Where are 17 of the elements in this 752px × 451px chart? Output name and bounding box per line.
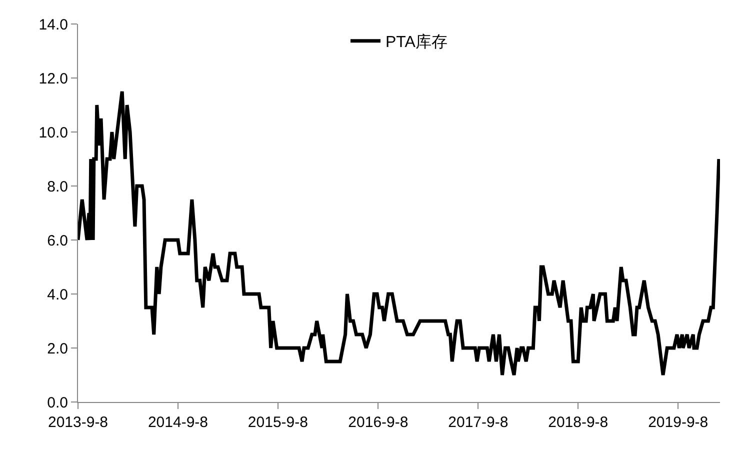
y-tick-label: 2.0 (47, 340, 68, 358)
x-tick-label: 2018-9-8 (548, 414, 608, 431)
y-tick-label: 0.0 (47, 394, 68, 412)
y-tick-label: 6.0 (47, 232, 68, 250)
y-tick-label: 10.0 (38, 124, 68, 142)
line-series (78, 90, 720, 377)
x-tick-label: 2015-9-8 (248, 414, 308, 431)
y-tick-label: 4.0 (47, 286, 68, 304)
y-tick-label: 14.0 (38, 16, 68, 34)
x-tick-label: 2019-9-8 (648, 414, 708, 431)
y-tick-label: 8.0 (47, 178, 68, 196)
x-tick-label: 2016-9-8 (348, 414, 408, 431)
x-tick-label: 2017-9-8 (448, 414, 508, 431)
legend-label: PTA库存 (386, 33, 448, 52)
y-tick-label: 12.0 (38, 70, 68, 88)
x-tick-label: 2014-9-8 (148, 414, 208, 431)
x-tick-label: 2013-9-8 (48, 414, 108, 431)
